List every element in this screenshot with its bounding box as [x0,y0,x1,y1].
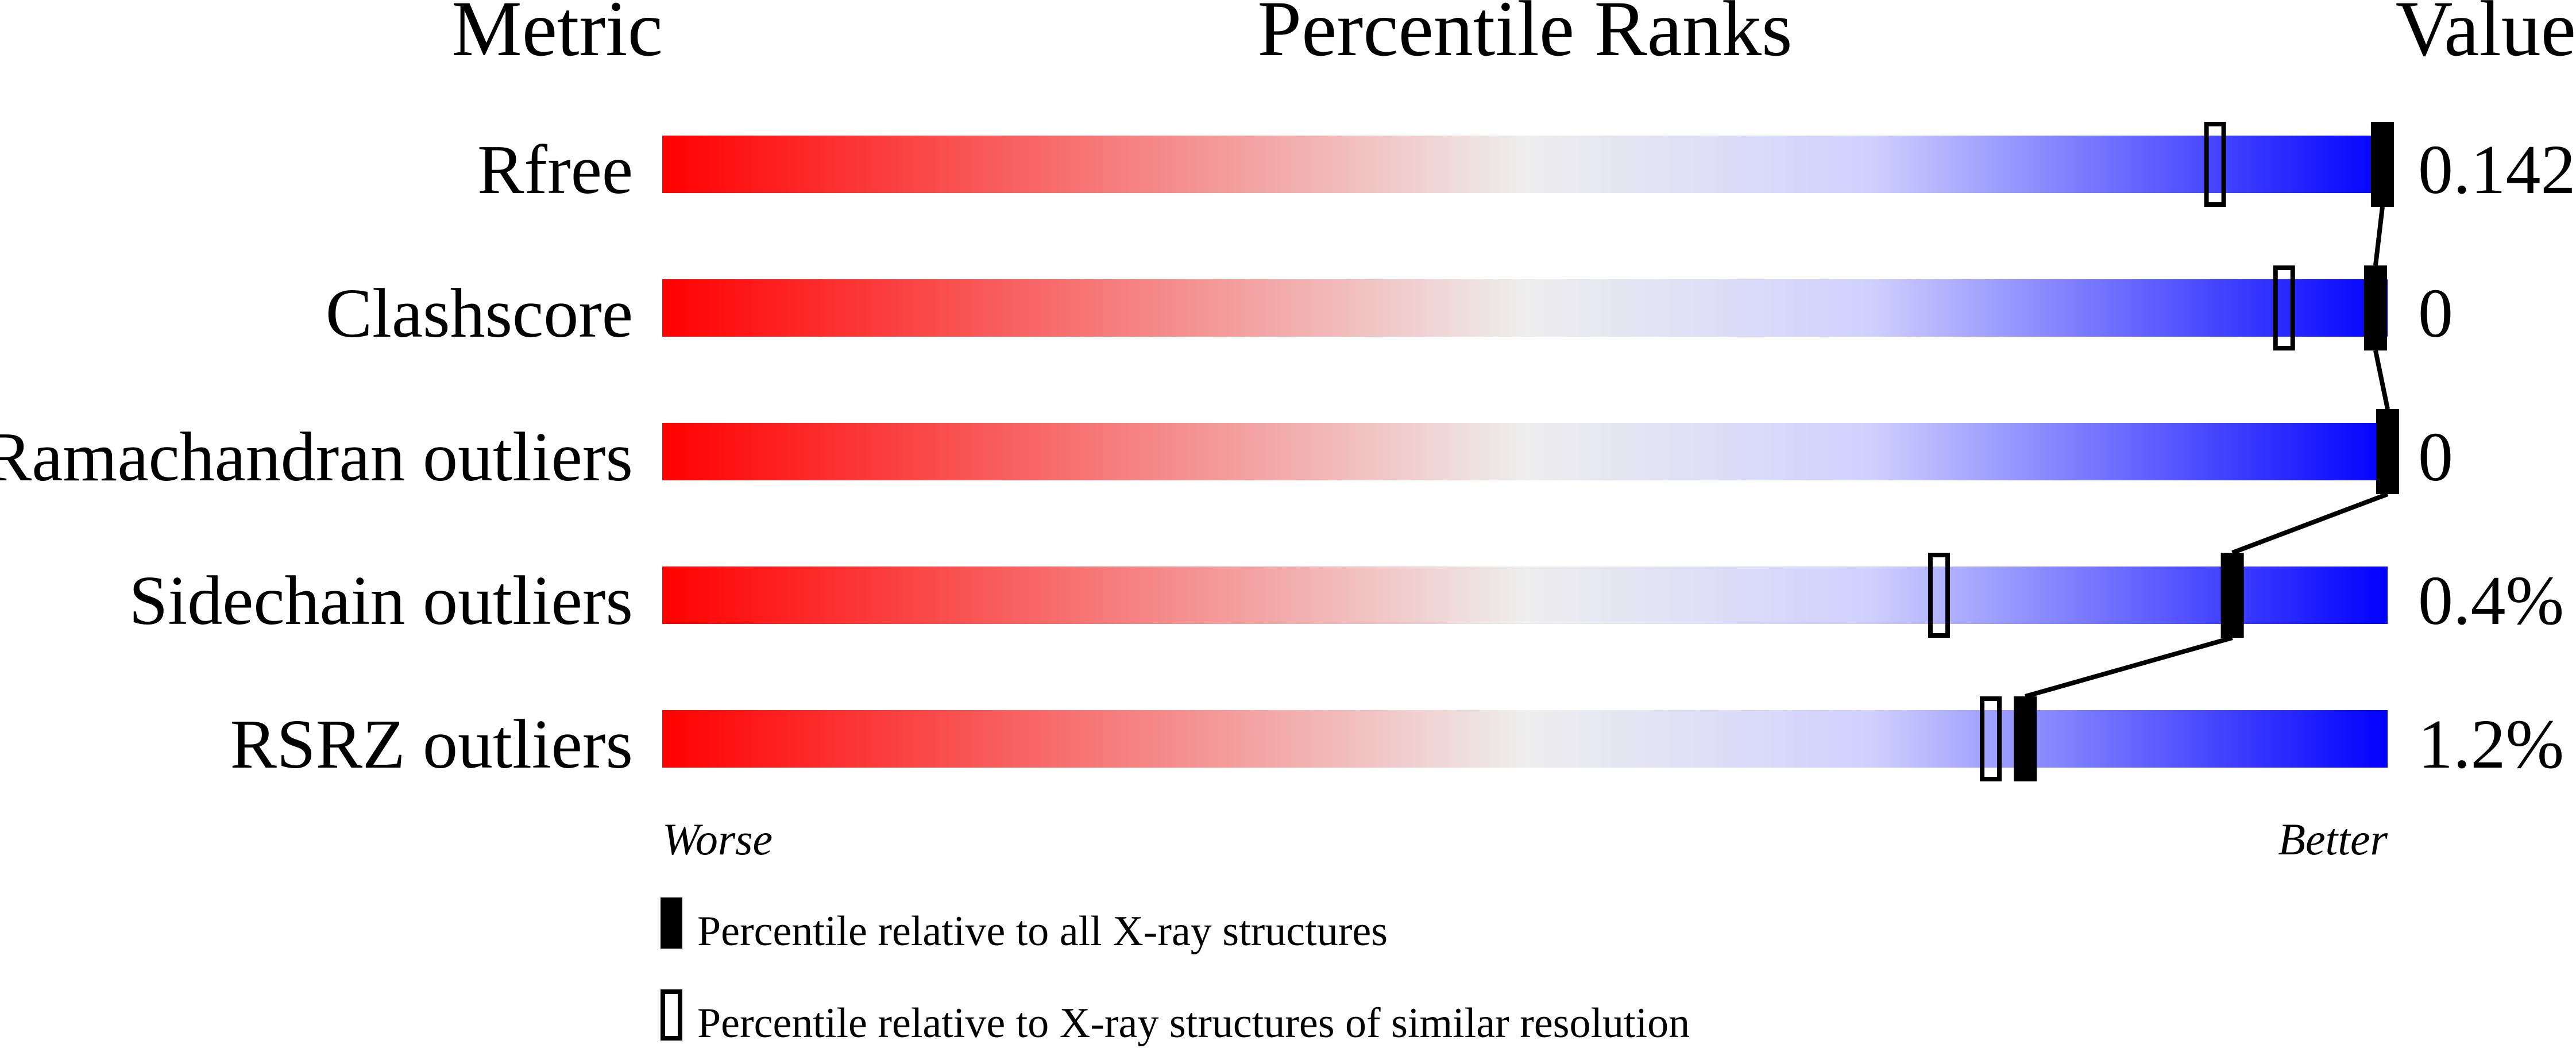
percentile-bar [662,136,2388,193]
legend: Percentile relative to all X-ray structu… [661,897,1690,1047]
header-metric: Metric [451,0,663,72]
similar-resolution-marker [2273,265,2295,350]
connector-line [2231,492,2389,555]
connector-line [2373,350,2390,410]
legend-label-all: Percentile relative to all X-ray structu… [697,908,1388,955]
axis-better-label: Better [2278,814,2388,864]
percentile-bar [662,279,2388,337]
similar-resolution-marker [2204,122,2226,207]
all-structures-marker [2363,265,2387,350]
all-structures-marker [2220,553,2244,638]
header-percentile-ranks: Percentile Ranks [1257,0,1792,72]
value-label: 1.2% [2418,706,2564,783]
metric-label: Sidechain outliers [129,562,633,639]
value-label: 0.4% [2418,562,2564,639]
value-label: 0 [2418,418,2453,496]
legend-filled-marker-icon [661,897,682,949]
connector-line [2025,635,2233,699]
markers [1928,122,2399,781]
percentile-bar [662,567,2388,624]
metric-label: Clashscore [326,275,633,352]
legend-label-similar: Percentile relative to X-ray structures … [697,1000,1690,1047]
percentile-bar [662,423,2388,480]
rows: Rfree 0.142 Clashscore 0 Ramachandran outlie… [0,131,2576,783]
metric-label: Ramachandran outliers [0,418,633,496]
all-structures-marker [2376,409,2399,494]
connector-line [2373,206,2385,266]
axis-worse-label: Worse [662,814,773,864]
metric-label: RSRZ outliers [230,706,633,783]
similar-resolution-marker [1980,696,2002,781]
value-label: 0.142 [2418,131,2576,209]
percentile-bar [662,710,2388,768]
header-value: Value [2396,0,2576,72]
all-structures-marker [2370,122,2394,207]
metric-label: Rfree [477,131,633,209]
all-structures-marker [2014,696,2037,781]
value-label: 0 [2418,275,2453,352]
legend-open-marker-icon [661,989,682,1041]
similar-resolution-marker [1928,553,1950,638]
